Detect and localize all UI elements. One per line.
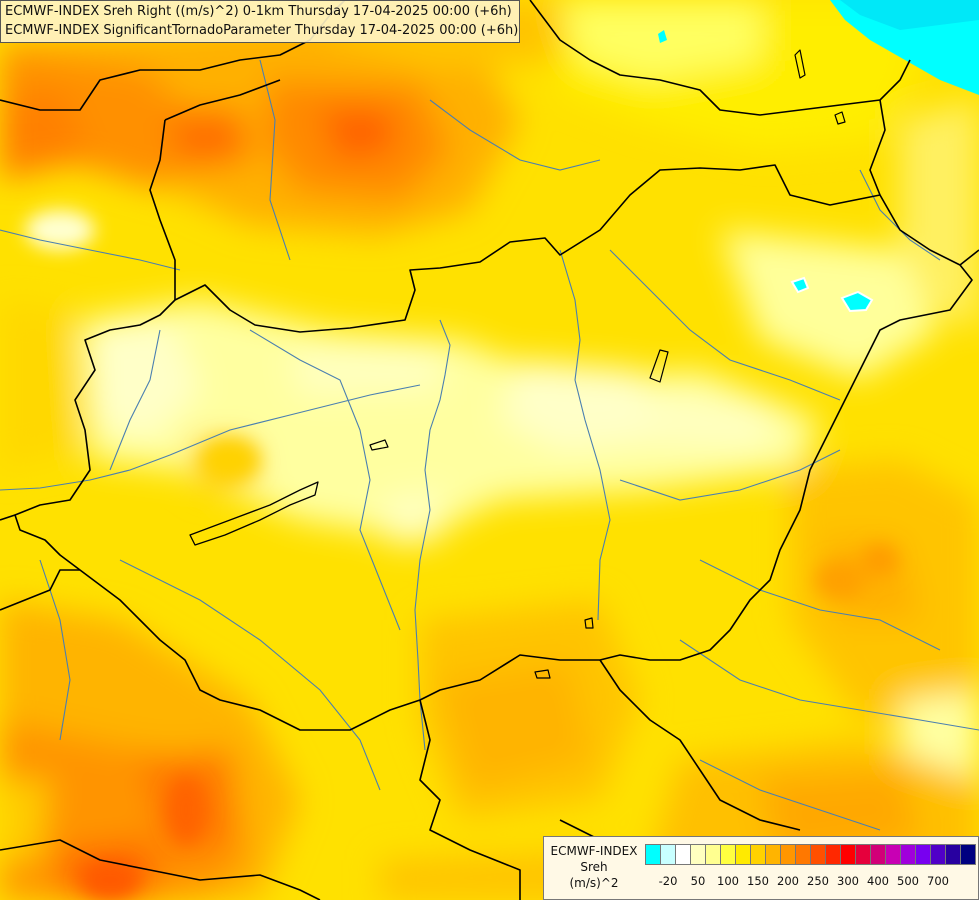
title-box: ECMWF-INDEX Sreh Right ((m/s)^2) 0-1km T… bbox=[0, 0, 520, 43]
legend-ticks: -20 50 100 150 200 250 300 400 500 700 bbox=[645, 874, 975, 890]
cyan-spot bbox=[840, 290, 874, 313]
legend-swatch bbox=[840, 844, 856, 865]
rivers bbox=[0, 59, 979, 831]
legend-title: ECMWF-INDEX Sreh (m/s)^2 bbox=[544, 843, 644, 891]
legend-swatch bbox=[870, 844, 886, 865]
legend-tick-label: 100 bbox=[717, 874, 739, 888]
legend-swatch bbox=[915, 844, 931, 865]
legend-swatch bbox=[735, 844, 751, 865]
legend-tick-label: 250 bbox=[807, 874, 829, 888]
title-stp: ECMWF-INDEX SignificantTornadoParameter … bbox=[5, 23, 519, 38]
legend-tick-label: 400 bbox=[867, 874, 889, 888]
legend-tick-label: -20 bbox=[658, 874, 678, 888]
legend-swatch bbox=[750, 844, 766, 865]
legend-parameter: Sreh bbox=[580, 860, 608, 874]
legend-swatch bbox=[660, 844, 676, 865]
legend-tick-label: 700 bbox=[927, 874, 949, 888]
legend-swatch bbox=[930, 844, 946, 865]
legend-swatch bbox=[960, 844, 976, 865]
legend-swatch bbox=[780, 844, 796, 865]
legend-swatch bbox=[795, 844, 811, 865]
legend-swatch bbox=[690, 844, 706, 865]
cyan-spot bbox=[658, 30, 667, 43]
legend-swatch bbox=[705, 844, 721, 865]
legend-swatch bbox=[810, 844, 826, 865]
legend-swatch bbox=[675, 844, 691, 865]
title-sreh: ECMWF-INDEX Sreh Right ((m/s)^2) 0-1km T… bbox=[5, 4, 512, 19]
legend-model: ECMWF-INDEX bbox=[550, 844, 638, 858]
legend-swatch bbox=[825, 844, 841, 865]
legend-tick-label: 200 bbox=[777, 874, 799, 888]
legend-swatch bbox=[900, 844, 916, 865]
cyan-spot bbox=[790, 276, 810, 294]
legend-swatch bbox=[645, 844, 661, 865]
legend-unit: (m/s)^2 bbox=[569, 876, 619, 890]
legend-swatch bbox=[945, 844, 961, 865]
legend-tick-label: 300 bbox=[837, 874, 859, 888]
color-legend: ECMWF-INDEX Sreh (m/s)^2 -20 50 100 150 200 2… bbox=[543, 836, 979, 900]
legend-swatch bbox=[885, 844, 901, 865]
legend-tick-label: 50 bbox=[690, 874, 706, 888]
legend-swatch bbox=[855, 844, 871, 865]
legend-swatch bbox=[765, 844, 781, 865]
legend-swatches bbox=[645, 844, 976, 865]
legend-tick-label: 150 bbox=[747, 874, 769, 888]
legend-swatch bbox=[720, 844, 736, 865]
legend-tick-label: 500 bbox=[897, 874, 919, 888]
